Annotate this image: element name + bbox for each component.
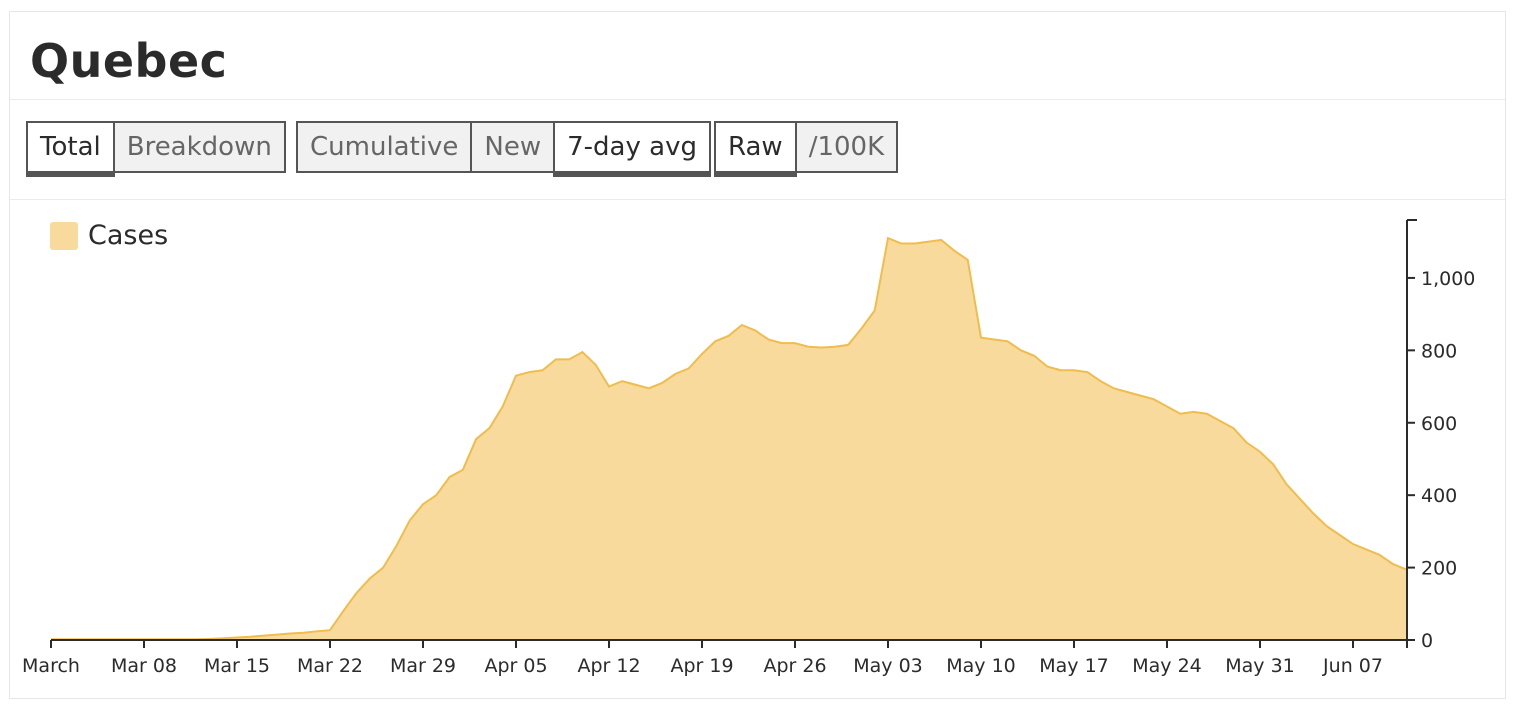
controls-divider	[10, 199, 1505, 200]
x-tick-label: Apr 12	[577, 655, 640, 677]
seven-day-avg-button[interactable]: 7-day avg	[553, 121, 711, 177]
breakdown-button[interactable]: Breakdown	[112, 121, 286, 173]
scale-toggle-group: Raw /100K	[714, 121, 899, 177]
x-tick-label: Apr 05	[484, 655, 547, 677]
page-title: Quebec	[30, 34, 228, 88]
y-tick-label: 400	[1421, 485, 1457, 507]
x-tick-label: May 24	[1132, 655, 1202, 677]
x-tick-label: Jun 07	[1322, 655, 1383, 677]
cases-line	[51, 236, 1407, 641]
legend-label-cases: Cases	[88, 220, 169, 251]
total-button[interactable]: Total	[26, 121, 115, 177]
per-100k-button[interactable]: /100K	[794, 121, 899, 173]
x-tick-label: Mar 08	[111, 655, 177, 677]
y-tick-label: 800	[1421, 340, 1457, 362]
x-tick-label: May 03	[853, 655, 923, 677]
x-tick-label: Apr 19	[670, 655, 733, 677]
cases-area	[51, 238, 1407, 640]
x-tick-label: March	[22, 655, 80, 677]
metric-toggle-group: Cumulative New 7-day avg	[296, 121, 711, 177]
legend-swatch-cases	[50, 221, 78, 250]
chart-card: Quebec Total Breakdown Cumulative New 7-…	[9, 11, 1506, 699]
y-tick-label: 600	[1421, 413, 1457, 435]
y-tick-label: 200	[1421, 558, 1457, 580]
header-divider	[10, 99, 1505, 100]
x-tick-label: May 10	[946, 655, 1016, 677]
x-tick-label: Mar 15	[204, 655, 270, 677]
x-tick-label: Apr 26	[763, 655, 826, 677]
chart-legend: Cases	[50, 220, 168, 251]
x-tick-label: May 31	[1225, 655, 1295, 677]
x-tick-label: Mar 29	[390, 655, 456, 677]
y-tick-label: 1,000	[1421, 268, 1475, 290]
x-tick-label: Mar 22	[297, 655, 363, 677]
x-tick-label: May 17	[1039, 655, 1109, 677]
view-toggle-group: Total Breakdown	[26, 121, 286, 177]
y-tick-label: 0	[1421, 630, 1433, 652]
